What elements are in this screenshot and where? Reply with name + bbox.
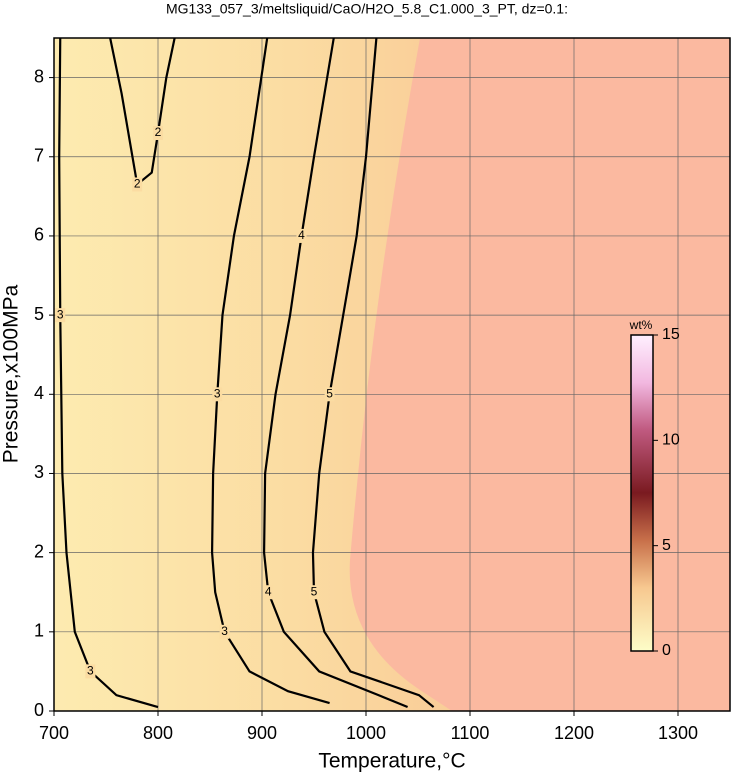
y-tick-label: 4 <box>34 383 44 403</box>
contour-label: 3 <box>87 664 94 678</box>
contour-label-bg <box>309 585 319 600</box>
contour-label-bg <box>296 228 307 243</box>
chart-title: MG133_057_3/meltsliquid/CaO/H2O_5.8_C1.0… <box>166 1 568 17</box>
x-tick-label: 700 <box>39 723 69 743</box>
y-tick-label: 1 <box>34 621 44 641</box>
contour-label-bg <box>324 387 335 402</box>
colorbar-tick-label: 0 <box>662 642 671 659</box>
colorbar <box>630 334 654 652</box>
contour-label: 5 <box>311 584 318 598</box>
colorbar-tick-label: 10 <box>662 432 680 449</box>
x-tick-label: 900 <box>247 723 277 743</box>
y-tick-label: 5 <box>34 304 44 324</box>
plot-frame <box>53 37 731 712</box>
y-tick-label: 7 <box>34 146 44 166</box>
contour-label-bg <box>55 308 66 323</box>
contour-label-bg <box>132 177 143 192</box>
contour-label-bg <box>85 664 96 679</box>
x-tick-label: 1200 <box>554 723 594 743</box>
y-axis-label: Pressure,x100MPa <box>0 284 23 463</box>
low-value-region <box>54 38 452 711</box>
x-tick-label: 1100 <box>451 723 490 743</box>
contour-label: 4 <box>265 584 272 598</box>
x-axis-label: Temperature,°C <box>318 750 465 773</box>
contour-line <box>109 37 176 187</box>
contour-label: 3 <box>57 307 64 321</box>
y-tick-label: 8 <box>34 66 44 86</box>
contour-label-bg <box>153 126 163 141</box>
x-tick-label: 1000 <box>346 723 386 743</box>
contour-label-bg <box>212 387 223 402</box>
contour-label: 3 <box>221 624 228 638</box>
contour-line <box>262 37 409 709</box>
contour-label: 3 <box>214 386 221 400</box>
contour-label: 2 <box>134 177 141 191</box>
y-tick-label: 6 <box>34 225 44 245</box>
colorbar-tick-label: 15 <box>662 326 680 343</box>
y-tick-label: 3 <box>34 462 44 482</box>
colorbar-tick-label: 5 <box>662 537 671 554</box>
contour-line <box>58 37 159 709</box>
y-tick-label: 0 <box>34 700 44 720</box>
colorbar-label: wt% <box>629 318 653 332</box>
contour-line <box>311 37 435 708</box>
contour-label-bg <box>263 585 274 600</box>
y-tick-label: 2 <box>34 541 44 561</box>
x-tick-label: 800 <box>143 723 173 743</box>
contour-label-bg <box>219 624 230 639</box>
contour-line <box>210 37 330 705</box>
x-tick-label: 1300 <box>658 723 698 743</box>
contour-label: 5 <box>326 386 333 400</box>
contour-label: 2 <box>155 125 162 139</box>
contour-label: 4 <box>298 228 305 242</box>
